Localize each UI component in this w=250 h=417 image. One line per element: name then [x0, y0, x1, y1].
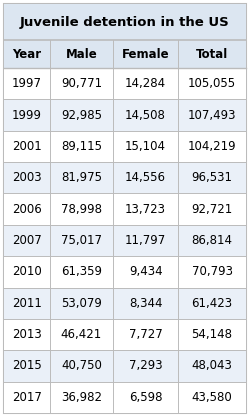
Text: 61,423: 61,423 [192, 297, 233, 310]
Text: Female: Female [122, 48, 170, 60]
Text: 86,814: 86,814 [192, 234, 232, 247]
Text: 75,017: 75,017 [61, 234, 102, 247]
Text: 2017: 2017 [12, 391, 42, 404]
Bar [4, 288, 246, 319]
Bar [4, 256, 246, 288]
Text: 96,531: 96,531 [192, 171, 232, 184]
Text: 104,219: 104,219 [188, 140, 236, 153]
Text: 54,148: 54,148 [192, 328, 232, 341]
Text: 70,793: 70,793 [192, 265, 232, 279]
Text: 105,055: 105,055 [188, 77, 236, 90]
Text: 92,721: 92,721 [192, 203, 233, 216]
Text: Total: Total [196, 48, 228, 60]
Text: Male: Male [66, 48, 97, 60]
Text: 48,043: 48,043 [192, 359, 232, 372]
Text: 6,598: 6,598 [129, 391, 162, 404]
Bar [4, 225, 246, 256]
Text: 107,493: 107,493 [188, 108, 236, 121]
Bar [4, 193, 246, 225]
Bar [4, 40, 246, 68]
Text: 15,104: 15,104 [125, 140, 166, 153]
Text: 43,580: 43,580 [192, 391, 232, 404]
Text: 36,982: 36,982 [61, 391, 102, 404]
Text: 46,421: 46,421 [61, 328, 102, 341]
Text: 1999: 1999 [12, 108, 42, 121]
Text: 2013: 2013 [12, 328, 42, 341]
Text: 2003: 2003 [12, 171, 42, 184]
Text: 7,293: 7,293 [129, 359, 162, 372]
Text: 13,723: 13,723 [125, 203, 166, 216]
Text: 53,079: 53,079 [61, 297, 102, 310]
Text: Juvenile detention in the US: Juvenile detention in the US [20, 15, 230, 28]
Text: 89,115: 89,115 [61, 140, 102, 153]
Bar [4, 99, 246, 131]
Bar [4, 319, 246, 350]
Text: 81,975: 81,975 [61, 171, 102, 184]
Bar [4, 68, 246, 99]
Text: 2001: 2001 [12, 140, 42, 153]
Text: 9,434: 9,434 [129, 265, 162, 279]
Text: 8,344: 8,344 [129, 297, 162, 310]
Text: 61,359: 61,359 [61, 265, 102, 279]
Text: 11,797: 11,797 [125, 234, 166, 247]
Bar [4, 382, 246, 413]
Text: 90,771: 90,771 [61, 77, 102, 90]
Text: 1997: 1997 [12, 77, 42, 90]
Text: Year: Year [12, 48, 42, 60]
Text: 2006: 2006 [12, 203, 42, 216]
Bar [4, 162, 246, 193]
Text: 14,284: 14,284 [125, 77, 166, 90]
Text: 2011: 2011 [12, 297, 42, 310]
Text: 78,998: 78,998 [61, 203, 102, 216]
Bar [4, 131, 246, 162]
Text: 14,508: 14,508 [125, 108, 166, 121]
Text: 2010: 2010 [12, 265, 42, 279]
Text: 2007: 2007 [12, 234, 42, 247]
Bar [4, 350, 246, 382]
Text: 2015: 2015 [12, 359, 42, 372]
Bar [4, 4, 246, 40]
Text: 40,750: 40,750 [61, 359, 102, 372]
Text: 7,727: 7,727 [129, 328, 162, 341]
Text: 92,985: 92,985 [61, 108, 102, 121]
Text: 14,556: 14,556 [125, 171, 166, 184]
